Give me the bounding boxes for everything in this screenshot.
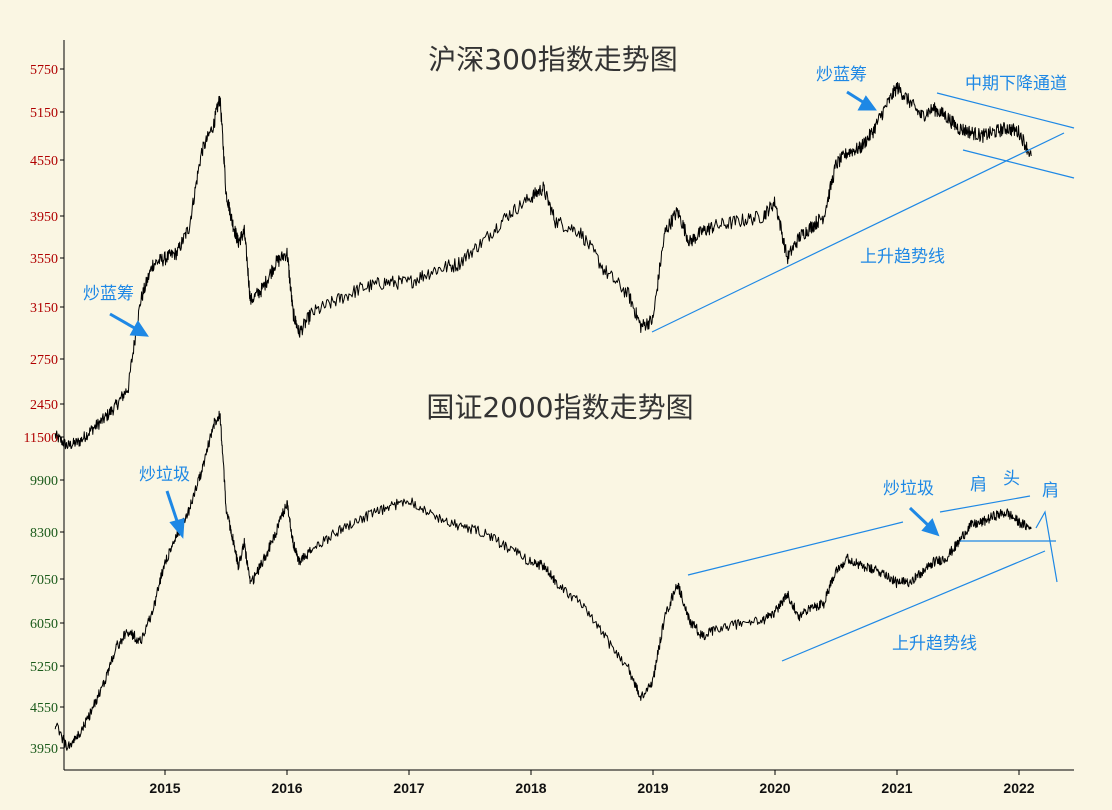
hs300-annotation-lines: [651, 92, 1075, 333]
arrow-down-right-icon: [908, 506, 932, 529]
x-tick-label: 2022: [1003, 780, 1034, 796]
gz2000-annotation-3: 肩: [970, 475, 987, 495]
arrowhead-icon: [129, 320, 149, 337]
hs300-y-tick-label: 3950: [30, 210, 58, 225]
hs300-annotation-3: 中期下降通道: [965, 74, 1067, 94]
gz2000-series: [54, 410, 1032, 751]
hs300-y-tick-label: 5750: [30, 63, 58, 78]
arrowhead-icon: [169, 517, 185, 539]
hs300-series-line: [54, 82, 1032, 450]
hs300-series: [54, 82, 1032, 450]
gz2000-right-shoulder-marker: [1035, 510, 1058, 583]
gz2000-annotation-lines: [687, 495, 1058, 662]
gz2000-annotation-1: 炒垃圾: [139, 465, 190, 485]
gz2000-y-tick-label: 3950: [30, 742, 58, 757]
gz2000-y-tick-label: 6050: [30, 617, 58, 632]
arrowhead-icon: [921, 518, 940, 537]
hs300-uptrend-line: [651, 132, 1065, 333]
gz2000-annotation-6: 上升趋势线: [892, 634, 977, 654]
gz2000-y-tick-label: 4550: [30, 701, 58, 716]
x-tick-label: 2015: [149, 780, 180, 796]
gz2000-y-tick-label: 5250: [30, 660, 58, 675]
hs300-annotation-4: 上升趋势线: [860, 247, 945, 267]
arrow-down-right-icon: [109, 312, 139, 332]
gz2000-arrows: [165, 490, 940, 539]
gz2000-y-tick-label: 9900: [30, 474, 58, 489]
hs300-y-tick-label: 4550: [30, 154, 58, 169]
hs300-y-tick-label: 2750: [30, 353, 58, 368]
gz2000-y-tick-label: 11500: [24, 431, 58, 446]
hs300-y-tick-label: 3550: [30, 252, 58, 267]
hs300-annotation-1: 炒蓝筹: [83, 284, 134, 304]
gz2000-uptrend-line: [781, 550, 1046, 662]
x-tick-label: 2017: [393, 780, 424, 796]
x-tick-label: 2018: [515, 780, 546, 796]
x-tick-label: 2019: [637, 780, 668, 796]
x-tick-label: 2021: [881, 780, 912, 796]
gz2000-resistance-line: [939, 495, 1031, 513]
x-tick-label: 2020: [759, 780, 790, 796]
gz2000-channel-line: [687, 521, 904, 576]
gz2000-y-tick-label: 8300: [30, 526, 58, 541]
hs300-arrows: [109, 90, 877, 337]
arrowhead-icon: [857, 95, 877, 111]
hs300-title: 沪深300指数走势图: [428, 43, 677, 76]
x-tick-label: 2016: [271, 780, 302, 796]
hs300-channel-lower-line: [962, 149, 1075, 179]
gz2000-annotation-5: 肩: [1042, 481, 1059, 501]
hs300-y-ticks: 2450 2750 3150 3550 3950 4550 5150 5750: [30, 63, 64, 413]
hs300-y-tick-label: 5150: [30, 106, 58, 121]
x-ticks: 2015 2016 2017 2018 2019 2020 2021 2022: [149, 770, 1035, 796]
hs300-annotation-2: 炒蓝筹: [816, 65, 867, 85]
hs300-y-tick-label: 2450: [30, 398, 58, 413]
arrow-down-icon: [165, 490, 180, 525]
gz2000-y-ticks: 3950 4550 5250 6050 7050 8300 9900 11500: [24, 431, 64, 757]
gz2000-annotation-4: 头: [1003, 469, 1020, 489]
gz2000-title: 国证2000指数走势图: [426, 391, 693, 424]
gz2000-y-tick-label: 7050: [30, 573, 58, 588]
gz2000-series-line: [54, 410, 1032, 751]
hs300-y-tick-label: 3150: [30, 301, 58, 316]
hs300-channel-upper-line: [936, 92, 1075, 129]
gz2000-annotation-2: 炒垃圾: [883, 479, 934, 499]
